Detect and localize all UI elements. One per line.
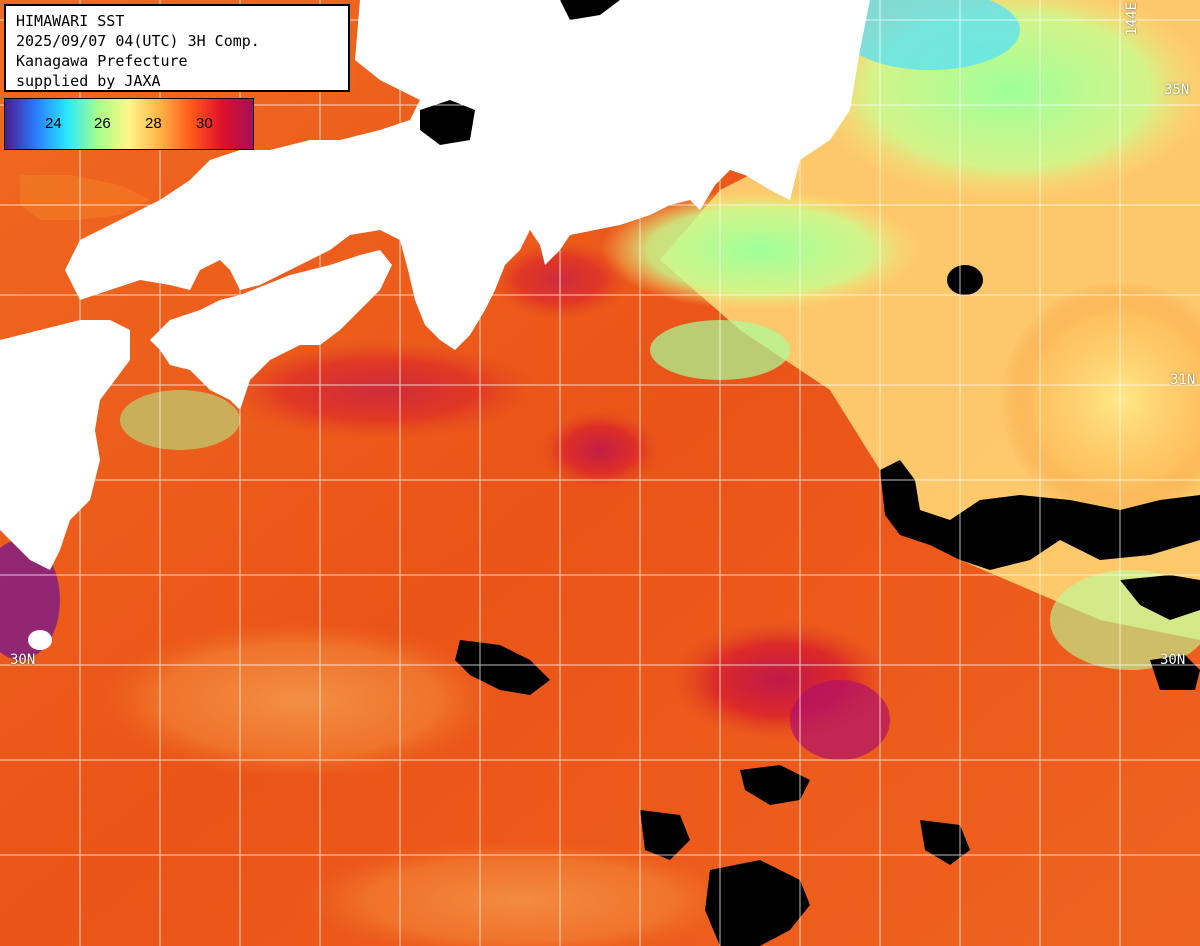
cloud-center-patch xyxy=(455,640,550,695)
cloud-east-small xyxy=(947,265,983,295)
cold-water-northeast xyxy=(840,0,1020,70)
hot-water-shikoku xyxy=(220,340,540,440)
lat-label-35n: 35N xyxy=(1164,82,1190,98)
lon-label-144e: 144E xyxy=(1124,2,1140,36)
sst-color-legend: 24 26 28 30 xyxy=(4,98,254,150)
island-small-west xyxy=(5,380,35,450)
island-tanegashima xyxy=(28,630,52,650)
coastal-water-west xyxy=(20,175,150,220)
cool-water-sagami xyxy=(600,190,920,310)
legend-tick-26: 26 xyxy=(94,115,111,132)
hottest-water-south xyxy=(790,680,890,760)
title-line-region: Kanagawa Prefecture xyxy=(16,52,188,70)
cool-water-kii xyxy=(120,390,240,450)
mild-water-east-2 xyxy=(1000,280,1200,520)
cloud-south-patch-1 xyxy=(740,765,810,805)
hot-water-southwest xyxy=(0,540,60,660)
mild-swirl-south xyxy=(300,840,740,946)
island-izu xyxy=(478,155,500,195)
title-line-product: HIMAWARI SST xyxy=(16,12,125,30)
cloud-south-patch-4 xyxy=(920,820,970,865)
title-box: HIMAWARI SST 2025/09/07 04(UTC) 3H Comp.… xyxy=(4,4,350,92)
title-line-credit: supplied by JAXA xyxy=(16,72,161,90)
kyushu-land xyxy=(0,320,130,570)
legend-tick-24: 24 xyxy=(45,115,62,132)
honshu-land xyxy=(65,0,870,350)
cloud-south-patch-3 xyxy=(705,860,810,946)
legend-tick-30: 30 xyxy=(196,115,213,132)
cloud-top xyxy=(560,0,620,20)
cloud-south-patch-2 xyxy=(640,810,690,860)
lat-label-31n: 31N xyxy=(1170,372,1196,388)
title-line-datetime: 2025/09/07 04(UTC) 3H Comp. xyxy=(16,32,260,50)
cloud-inland-sea xyxy=(420,100,475,145)
lat-label-30n-right: 30N xyxy=(1160,652,1186,668)
cloud-east-edge xyxy=(1120,575,1200,620)
legend-tick-28: 28 xyxy=(145,115,162,132)
lat-label-30n-left: 30N xyxy=(10,652,36,668)
hot-water-center xyxy=(540,410,660,490)
shikoku-land xyxy=(150,250,392,410)
legend-color-bar xyxy=(5,99,253,149)
cloud-east-edge-2 xyxy=(1150,655,1200,690)
